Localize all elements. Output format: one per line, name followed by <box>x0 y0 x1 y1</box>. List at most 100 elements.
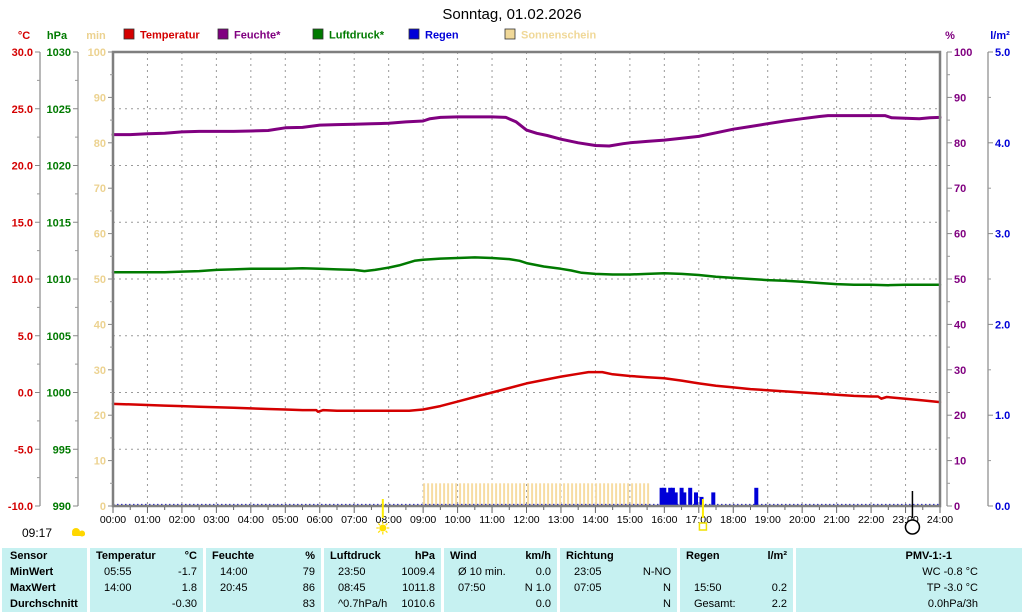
x-axis-label: 06:00 <box>307 514 333 526</box>
sunshine-unit-label: min <box>86 30 106 42</box>
pressure-tick-label: 1005 <box>47 331 71 343</box>
x-axis-label: 04:00 <box>238 514 264 526</box>
x-axis-label: 13:00 <box>548 514 574 526</box>
gridlines <box>113 52 940 506</box>
temp-tick-label: 5.0 <box>18 331 33 343</box>
sunshine-tick-label: 100 <box>88 47 106 59</box>
x-axis-label: 20:00 <box>789 514 815 526</box>
regen-value: 2.2 <box>771 598 787 610</box>
temperatur-row: 14:00 1.8 <box>90 580 203 596</box>
rain-axis: 0.0 1.0 2.0 3.0 4.0 5.0 l/m² <box>987 30 1010 513</box>
moon-circle-icon <box>904 519 921 535</box>
wind-header-name: Wind <box>450 550 477 562</box>
regen-row <box>680 564 793 580</box>
wind-row: Ø 10 min. 0.0 <box>444 564 557 580</box>
legend-label: Sonnenschein <box>521 30 596 42</box>
legend-swatch <box>217 28 229 40</box>
legend-swatch <box>123 28 135 40</box>
temp-tick-label: 25.0 <box>12 104 33 116</box>
temperatur-row: -0.30 <box>90 596 203 612</box>
luftdruck-header-name: Luftdruck <box>330 550 381 562</box>
pressure-tick-label: 1000 <box>47 388 71 400</box>
pressure-tick-label: 1010 <box>47 274 71 286</box>
pressure-tick-label: 995 <box>53 444 71 456</box>
humidity-tick-label: 40 <box>954 319 966 331</box>
feuchte-header-unit: % <box>305 550 315 562</box>
x-axis-label: 00:00 <box>100 514 126 526</box>
humidity-tick-label: 10 <box>954 456 966 468</box>
humidity-tick-label: 30 <box>954 365 966 377</box>
temperatur-row: 05:55 -1.7 <box>90 564 203 580</box>
sunshine-tick-label: 70 <box>94 183 106 195</box>
sunshine-tick-label: 10 <box>94 456 106 468</box>
pmv-row: 0.0hPa/3h <box>796 596 1022 612</box>
rain-tick-label: 1.0 <box>995 410 1010 422</box>
rain-tick-label: 5.0 <box>995 47 1010 59</box>
humidity-tick-label: 90 <box>954 92 966 104</box>
feuchte-header: Feuchte% <box>206 548 321 564</box>
regen-row: Gesamt: 2.2 <box>680 596 793 612</box>
rain-tick-label: 0.0 <box>995 501 1010 513</box>
rain-bars <box>659 487 759 506</box>
wind-value: 0.0 <box>535 566 551 578</box>
x-axis-label: 09:00 <box>410 514 436 526</box>
rain-tick-label: 2.0 <box>995 319 1010 331</box>
humidity-tick-label: 60 <box>954 229 966 241</box>
temperatur-time: 14:00 <box>104 582 132 594</box>
humidity-tick-label: 20 <box>954 410 966 422</box>
sunshine-tick-label: 40 <box>94 319 106 331</box>
pmv-value: WC -0.8 °C <box>922 566 978 578</box>
richtung-time <box>566 596 574 612</box>
x-axis-label: 24:00 <box>927 514 953 526</box>
legend-swatch <box>312 28 324 40</box>
luftdruck-value: 1011.8 <box>402 582 435 594</box>
feuchte-time: 20:45 <box>220 582 248 594</box>
temperatur-value: -1.7 <box>178 566 197 578</box>
table-group-regen: Regen l/m² 15:50 0.2 Gesamt: 2.2 <box>680 548 793 612</box>
sunshine-tick-label: 50 <box>94 274 106 286</box>
sunshine-tick-label: 0 <box>100 501 106 513</box>
temp-tick-label: 0.0 <box>18 388 33 400</box>
pmv-row: WC -0.8 °C <box>796 564 1022 580</box>
wind-row: 0.0 <box>444 596 557 612</box>
feuchte-header-name: Feuchte <box>212 550 255 562</box>
temperatur-time <box>96 596 104 612</box>
x-axis-label: 18:00 <box>720 514 746 526</box>
richtung-value: N <box>663 582 671 594</box>
x-axis-label: 22:00 <box>858 514 884 526</box>
luftdruck-value: 1009.4 <box>401 566 435 578</box>
luftdruck-time: ^0.7hPa/h <box>338 598 388 610</box>
x-axis-label: 03:00 <box>203 514 229 526</box>
feuchte-value: 86 <box>302 582 315 594</box>
humidity-tick-label: 80 <box>954 138 966 150</box>
rain-tick-label: 3.0 <box>995 229 1010 241</box>
x-axis-label: 16:00 <box>651 514 677 526</box>
sunshine-tick-label: 90 <box>94 92 106 104</box>
rain-tick-label: 4.0 <box>995 138 1010 150</box>
row-label: Durchschnitt <box>10 598 78 610</box>
legend-label: Feuchte* <box>234 30 281 42</box>
richtung-header: Richtung <box>560 548 677 564</box>
x-axis-label: 12:00 <box>513 514 539 526</box>
x-axis: 00:00 01:00 02:00 03:00 04:00 05:00 06:00 07:00… <box>100 507 953 526</box>
regen-time: Gesamt: <box>694 598 736 610</box>
sunshine-tick-label: 20 <box>94 410 106 422</box>
regen-row: 15:50 0.2 <box>680 580 793 596</box>
temp-tick-label: 20.0 <box>12 161 33 173</box>
pressure-tick-label: 1025 <box>47 104 71 116</box>
sunshine-tick-label: 80 <box>94 138 106 150</box>
feuchte-row: 14:00 79 <box>206 564 321 580</box>
pressure-tick-label: 1030 <box>47 47 71 59</box>
wind-row: 07:50 N 1.0 <box>444 580 557 596</box>
table-group-luftdruck: Luftdruck hPa 23:50 1009.4 08:45 1011.8 ^0.7hP… <box>324 548 441 612</box>
pmv-header: PMV-1:-1 <box>796 548 1022 564</box>
legend-item-luftdruck: Luftdruck* <box>312 28 385 42</box>
legend-item-sonnenschein: Sonnenschein <box>504 28 596 42</box>
x-axis-label: 14:00 <box>582 514 608 526</box>
row-label: Sensor <box>10 550 48 562</box>
x-axis-label: 21:00 <box>823 514 849 526</box>
richtung-row: 23:05 N-NO <box>560 564 677 580</box>
pmv-value: 0.0hPa/3h <box>927 598 978 610</box>
rain-unit-label: l/m² <box>990 30 1010 42</box>
humidity-tick-label: 50 <box>954 274 966 286</box>
